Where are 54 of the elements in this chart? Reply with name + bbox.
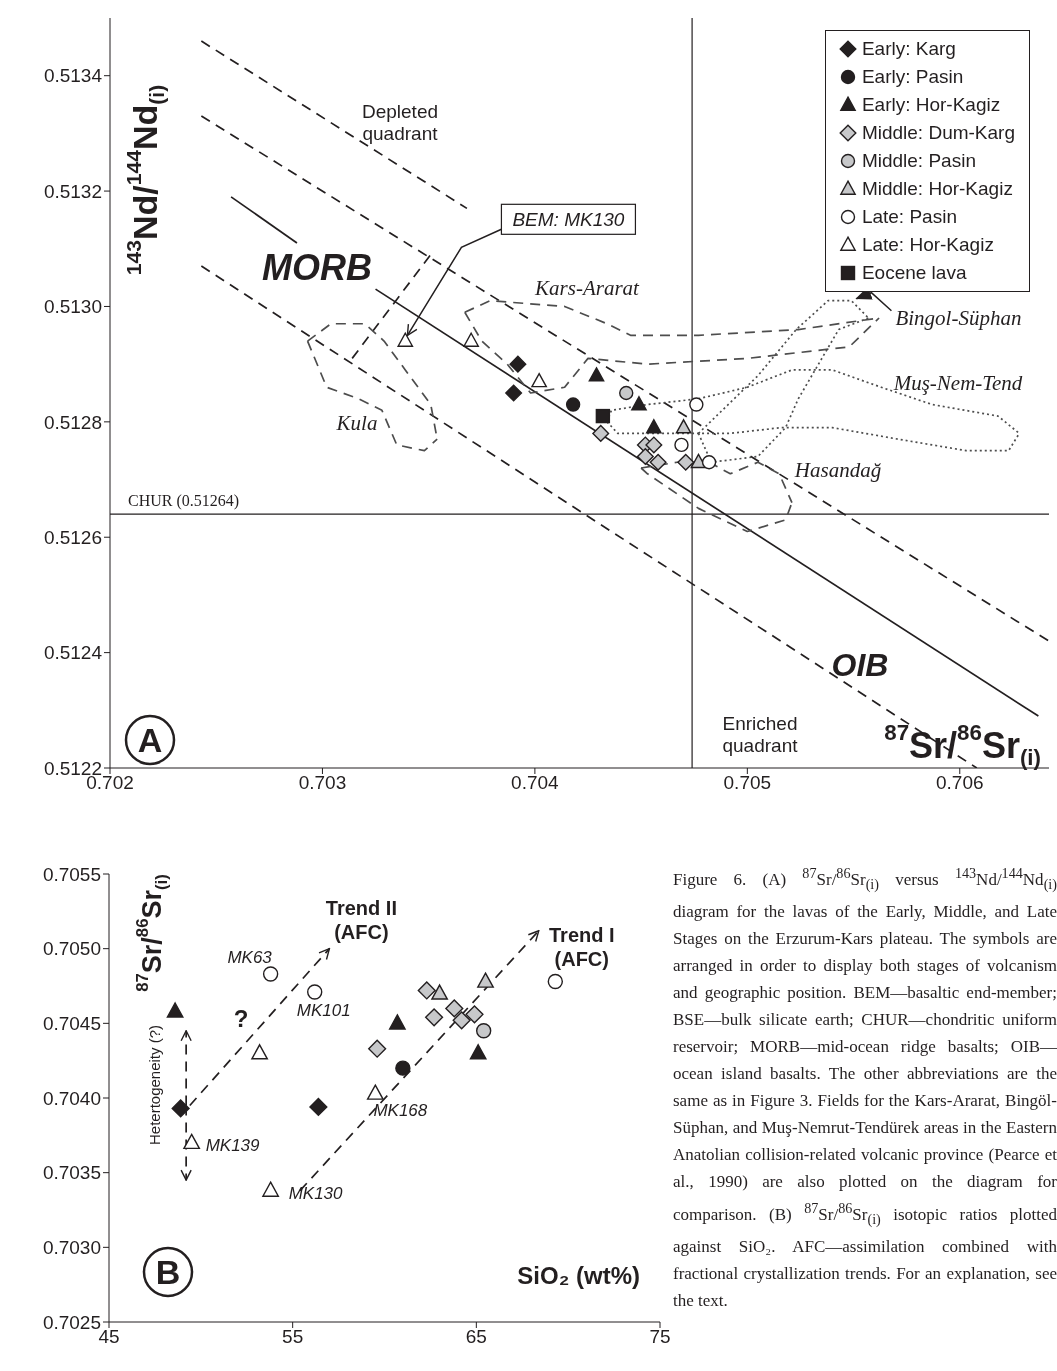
y-tick-label: 0.7050: [42, 938, 101, 960]
ref-line-label: CHUR (0.51264): [128, 492, 240, 511]
legend-label: Late: Hor-Kagiz: [861, 234, 994, 256]
annotation: MK168: [373, 1100, 428, 1120]
y-tick-label: 0.7035: [42, 1162, 101, 1184]
legend-label: Early: Pasin: [861, 66, 964, 88]
annotation: Bingol-Süphan: [895, 305, 1022, 330]
x-tick-label: 0.703: [298, 772, 347, 794]
legend-label: Middle: Pasin: [861, 150, 976, 172]
annotation: Depleted quadrant: [361, 100, 439, 144]
annotation: MK63: [227, 947, 273, 967]
y-tick-label: 0.5126: [43, 526, 102, 548]
y-tick-label: 0.7030: [42, 1237, 101, 1259]
y-tick-label: 0.7040: [42, 1087, 101, 1109]
annotation: Trend II (AFC): [325, 896, 397, 943]
y-tick-label: 0.7055: [42, 863, 101, 885]
x-tick-label: 75: [649, 1326, 671, 1348]
annotation: ?: [233, 1004, 249, 1032]
legend-label: Middle: Hor-Kagiz: [861, 178, 1013, 200]
y-tick-label: 0.5132: [43, 180, 102, 202]
x-tick-label: 0.706: [936, 772, 984, 794]
annotation: Trend I (AFC): [548, 923, 615, 970]
legend-label: Early: Hor-Kagiz: [861, 94, 1001, 116]
x-axis-title: SiO₂ (wt%): [517, 1261, 640, 1289]
legend-label: Early: Karg: [861, 38, 956, 60]
x-tick-label: 0.704: [511, 772, 560, 794]
annotation: BEM: MK130: [512, 208, 625, 230]
annotation: Kula: [335, 411, 378, 435]
annotation: B: [155, 1253, 181, 1291]
y-tick-label: 0.5128: [43, 411, 102, 433]
x-tick-label: 55: [282, 1326, 304, 1348]
annotation: MORB: [262, 246, 372, 288]
x-tick-label: 65: [465, 1326, 487, 1348]
y-tick-label: 0.5130: [43, 296, 102, 318]
x-axis-title: $^{87}$Sr/$^{86}$Sr$_{(i)}$: [884, 720, 1041, 770]
legend-label: Eocene lava: [861, 262, 967, 284]
annotation: MK130: [288, 1183, 344, 1203]
x-tick-label: 0.705: [723, 772, 772, 794]
annotation: Hetertogeneity (?): [145, 1024, 163, 1146]
annotation: MK139: [205, 1135, 261, 1155]
annotation: MK101: [296, 1000, 351, 1020]
annotation: Enriched quadrant: [722, 712, 799, 756]
text: Figure 6. (A) $^{87}$Sr/$^{86}$Sr$_{(i)}$ versus $^{143}$Nd/$^{144}$Nd$_{(i)}$ diagram for the lavas of the Early, Middle, and Late Stages on the Erzurum-Kars plateau. The symbols are arranged in order to display both stages of volcanism and geographic position. BEM—basaltic end-member; BSE—bulk silicate earth; CHUR—chondritic uniform reservoir; MORB—mid-ocean ridge basalts; OIB—ocean island basalts. The other abbreviations are the same as in Figure 3. Fields for the Kars-Ararat, Bingöl-Süphan, and Muş-Nemrut-Tendürek areas in the Eastern Anatolian collision-related volcanic province (Pearce et al., 1990) are also plotted on the diagram for comparison. (B) $^{87}$Sr/$^{86}$Sr$_{(i)}$ isotopic ratios plotted against SiO₂. AFC—assimilation combined with fractional crystallization trends. For an explanation, see the text.: [673, 865, 1057, 1311]
legend-label: Middle: Dum-Karg: [861, 122, 1015, 144]
legend-label: Late: Pasin: [861, 206, 957, 228]
y-tick-label: 0.7025: [42, 1311, 101, 1333]
annotation: Hasandağ: [793, 458, 882, 482]
y-tick-label: 0.5134: [43, 65, 103, 87]
y-tick-label: 0.5124: [43, 642, 103, 664]
annotation: Kars-Ararat: [534, 276, 641, 300]
annotation: A: [137, 721, 163, 759]
annotation: Muş-Nem-Tend: [892, 371, 1023, 395]
annotation: OIB: [831, 647, 889, 683]
y-tick-label: 0.7045: [42, 1013, 101, 1035]
